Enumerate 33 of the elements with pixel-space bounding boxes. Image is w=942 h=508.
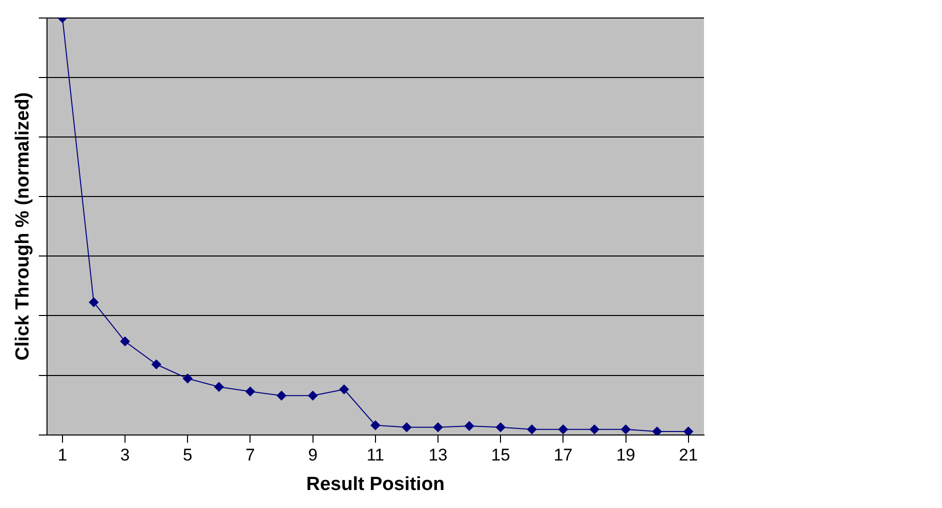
x-tick-label: 7: [245, 446, 255, 465]
point: [308, 390, 318, 401]
x-tick-label: 21: [678, 446, 698, 465]
point: [496, 422, 506, 432]
x-tick-label: 17: [554, 446, 573, 465]
point: [432, 422, 443, 432]
point: [276, 390, 287, 401]
point: [214, 382, 224, 392]
x-tick-label: 11: [366, 446, 384, 465]
x-tick-label: 9: [308, 446, 318, 465]
point: [182, 374, 193, 384]
x-tick-label: 5: [182, 446, 192, 465]
point: [88, 297, 99, 308]
point: [558, 424, 568, 434]
point: [370, 420, 380, 430]
x-tick-label: 19: [616, 446, 636, 465]
x-tick-label: 1: [58, 446, 68, 465]
point: [652, 426, 662, 435]
point: [151, 359, 162, 370]
point: [526, 424, 537, 434]
point: [464, 421, 474, 432]
x-axis-title: Result Position: [306, 474, 445, 495]
point: [589, 424, 600, 434]
point: [683, 426, 694, 435]
point: [339, 384, 350, 394]
x-tick-label: 15: [491, 446, 510, 465]
x-tick-label: 3: [120, 446, 130, 465]
point: [120, 336, 130, 346]
point: [620, 424, 631, 434]
point: [402, 422, 412, 432]
point: [245, 386, 256, 396]
y-axis-title: Click Through % (normalized): [12, 92, 34, 360]
x-tick-label: 13: [428, 446, 448, 465]
